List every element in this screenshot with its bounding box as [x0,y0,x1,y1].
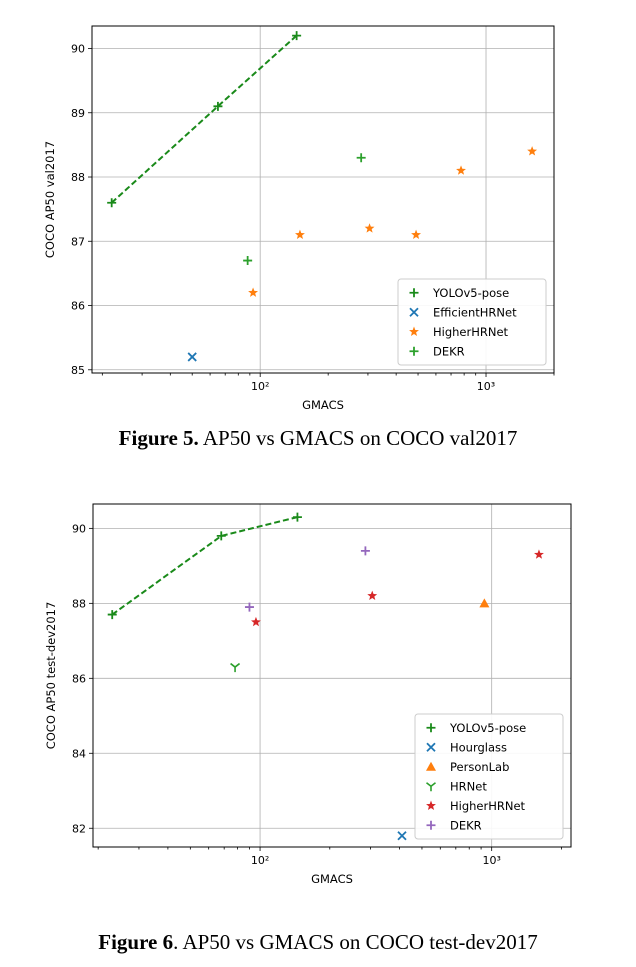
fig5-data-point [364,223,375,233]
fig5-plot-area [107,31,538,362]
fig6-data-point [216,531,226,541]
fig6-legend-label: Hourglass [450,740,507,754]
fig5-caption-text: AP50 vs GMACS on COCO val2017 [198,426,518,450]
fig5-legend-label: DEKR [433,344,465,358]
fig5-legend-box [397,278,547,366]
fig5-series-efficienthrnet [187,352,197,362]
fig6-chart: 10² 10³ 82 84 86 88 90 GMACS COCO AP50 test-dev2… [44,503,572,886]
fig6-legend: YOLOv5-pose Hourglass PersonLab HRNet Higher… [414,713,564,840]
fig5-caption: Figure 5. AP50 vs GMACS on COCO val2017 [0,426,636,451]
fig5-data-point [356,153,366,163]
fig6-series-dekr [244,546,370,612]
fig6-ytick-label: 82 [72,822,86,835]
fig6-ylabel: COCO AP50 test-dev2017 [44,602,58,750]
fig6-data-point [397,831,407,841]
fig5-legend-marker [409,326,419,336]
fig5-caption-label: Figure 5. [118,426,199,450]
fig5-series-line [111,34,298,204]
fig6-ytick-label: 86 [72,672,86,685]
fig5-plot-frame [91,25,555,374]
fig6-data-point [292,512,302,522]
fig5-gridlines [92,26,554,373]
fig5-data-point [411,229,421,240]
fig6-caption-label: Figure 6 [98,930,174,954]
fig5-ytick-label: 90 [71,42,85,55]
fig5-data-point [213,101,223,111]
fig5-data-point [456,165,466,175]
fig5-data-point [248,287,259,297]
fig6-data-point [367,590,378,601]
fig6-legend-marker [426,761,436,771]
fig6-data-point [534,549,544,559]
fig5-ylabel: COCO AP50 val2017 [43,141,57,258]
fig5-legend-marker [409,307,419,317]
fig5-legend-marker [409,346,419,356]
fig5-chart: 10² 10³ 85 86 87 88 89 90 GMACS COCO AP50 val2017… [43,25,555,412]
fig6-xlabel: GMACS [311,872,353,886]
fig5-legend-marker [409,288,419,298]
fig6-caption: Figure 6. AP50 vs GMACS on COCO test-dev… [0,930,636,955]
figure-5: 10² 10³ 85 86 87 88 89 90 GMACS COCO AP50 val2017… [0,0,636,470]
fig6-ytick-label: 84 [72,747,86,760]
fig6-data-point [230,662,241,673]
fig5-legend: YOLOv5-pose EfficientHRNet HigherHRNet DEKR [397,278,547,366]
fig6-xtick-label: 10² [251,854,269,867]
fig5-xlabel: GMACS [302,398,344,412]
fig6-legend-label: PersonLab [450,760,509,774]
fig6-series-personlab [479,598,490,608]
fig5-ytick-label: 85 [71,364,85,377]
fig6-ytick-label: 90 [72,522,86,535]
fig6-legend-label: YOLOv5-pose [449,721,526,735]
fig5-xtick-label: 10³ [477,380,495,393]
fig5-legend-label: HigherHRNet [433,325,509,339]
fig6-plot-frame [92,503,572,848]
fig6-legend-label: HRNet [450,779,487,793]
fig6-legend-marker [426,800,436,810]
fig5-data-point [295,229,305,240]
fig6-legend-marker [426,782,436,792]
fig6-series-higherhrnet [251,549,544,627]
fig5-data-point [107,198,117,208]
fig5-data-point [527,146,538,156]
fig6-series-hrnet [230,662,241,673]
fig6-legend-label: HigherHRNet [450,799,526,813]
fig6-plot-area [107,512,544,841]
fig6-data-point [244,602,254,612]
fig6-legend-marker [426,723,436,733]
fig5-data-point [187,352,197,362]
fig5-data-point [292,31,302,41]
fig5-ytick-label: 89 [71,107,85,120]
fig6-legend-marker [426,742,436,752]
fig6-series-yolov5-pose [107,512,302,620]
fig5-series-higherhrnet [248,146,538,297]
fig5-series-yolov5-pose [107,31,302,208]
fig5-series-dekr [243,153,366,266]
fig5-xtick-label: 10² [251,380,269,393]
fig6-data-point [479,598,490,608]
fig6-legend-label: DEKR [450,818,482,832]
fig6-data-point [107,610,117,620]
fig6-data-point [251,616,261,627]
fig5-ytick-label: 87 [71,235,85,248]
fig6-caption-text: . AP50 vs GMACS on COCO test-dev2017 [173,930,538,954]
fig5-ytick-label: 88 [71,171,85,184]
fig5-legend-label: YOLOv5-pose [432,286,509,300]
fig5-data-point [243,256,253,266]
fig5-ytick-label: 86 [71,300,85,313]
fig6-legend-marker [426,820,436,830]
fig6-series-line [111,516,298,616]
fig6-data-point [360,546,370,556]
fig5-legend-label: EfficientHRNet [433,305,517,319]
fig6-series-hourglass [397,831,407,841]
fig6-ytick-label: 88 [72,597,86,610]
fig6-legend-box [414,713,564,840]
fig6-xtick-label: 10³ [482,854,500,867]
figure-6: 10² 10³ 82 84 86 88 90 GMACS COCO AP50 test-dev2… [0,486,636,967]
